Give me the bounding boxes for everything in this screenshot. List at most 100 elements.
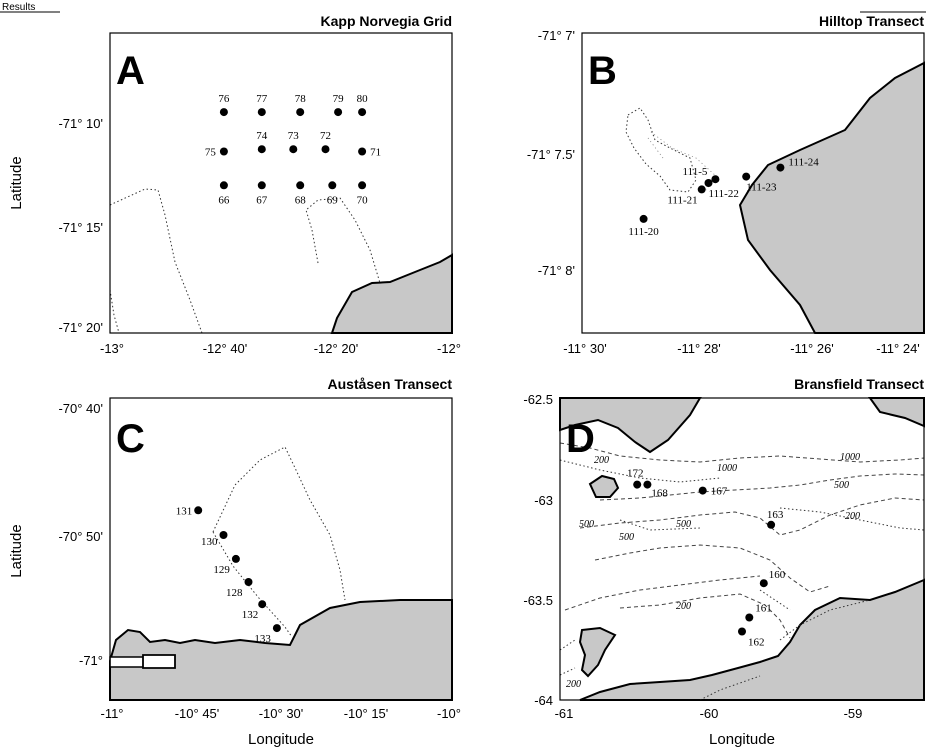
station-label-111-23: 111-23 <box>746 182 777 194</box>
station-marker-111-24 <box>776 163 785 172</box>
station-marker-129 <box>231 554 240 563</box>
station-marker-130 <box>219 531 228 539</box>
station-marker-70 <box>358 181 367 190</box>
panel-c-ytick: -71° <box>79 653 103 668</box>
panel-b-xtick: -11° 30' <box>563 341 607 356</box>
station-label-132: 132 <box>242 609 259 621</box>
panel-a-xtick: -13° <box>100 341 124 356</box>
station-label-75: 75 <box>205 147 217 159</box>
station-marker-161 <box>745 613 754 622</box>
station-label-111-20: 111-20 <box>628 226 659 238</box>
contour-label: 200 <box>676 601 691 612</box>
panel-a-frame <box>109 32 453 334</box>
panel-c-xtick: -11° <box>100 706 123 721</box>
station-label-76: 76 <box>218 93 230 105</box>
station-marker-80 <box>358 108 367 117</box>
panel-a-stations: 76 77 78 79 80 75 74 73 72 71 66 67 68 69 70 <box>205 93 381 206</box>
station-label-161: 161 <box>755 603 772 615</box>
station-label-111-24: 111-24 <box>788 157 819 169</box>
panel-d-ytick: -63.5 <box>523 593 553 608</box>
station-label-111-21: 111-21 <box>667 194 697 206</box>
contour-label: 200 <box>566 679 581 690</box>
station-label-67: 67 <box>256 194 268 206</box>
panel-a-xtick: -12° <box>437 341 461 356</box>
panel-d-xtick: -59 <box>844 706 863 721</box>
panel-d-letter: D <box>566 417 595 461</box>
station-label-167: 167 <box>711 486 728 498</box>
panel-a-shelf-contour-west <box>109 188 203 334</box>
panel-d-land-northwest <box>559 397 702 454</box>
station-marker-73 <box>289 145 298 154</box>
x-axis-label-right: Longitude <box>709 731 775 748</box>
station-marker-162 <box>738 627 746 636</box>
panel-a-xtick: -12° 20' <box>314 341 359 356</box>
panel-c-xtick: -10° 45' <box>175 706 220 721</box>
contour-label: 500 <box>834 480 849 491</box>
station-label-79: 79 <box>333 93 345 105</box>
station-marker-167 <box>698 486 707 495</box>
contour-label: 1000 <box>840 452 860 463</box>
panel-d-frame <box>559 397 925 701</box>
station-marker-128 <box>244 578 253 586</box>
station-label-69: 69 <box>327 194 339 206</box>
station-label-133: 133 <box>254 633 271 645</box>
panel-d-stations: 172 168 167 163 160 161 162 <box>627 468 786 649</box>
panel-d-isobath <box>579 497 925 536</box>
panel-a-xtick: -12° 40' <box>203 341 248 356</box>
station-marker-168 <box>643 480 652 489</box>
station-marker-172 <box>633 480 642 489</box>
station-label-163: 163 <box>767 509 784 521</box>
station-marker-132 <box>258 600 267 609</box>
panel-a-ytick: -71° 20' <box>58 320 103 335</box>
y-axis-label-top: Latitude <box>8 156 25 209</box>
station-marker-131 <box>194 506 203 515</box>
panel-d-isobath <box>619 593 791 639</box>
station-label-66: 66 <box>218 194 230 206</box>
panel-b-hilltop-contour <box>625 107 697 193</box>
station-label-131: 131 <box>176 505 193 517</box>
station-marker-72 <box>321 145 330 154</box>
panel-b-xtick: -11° 28' <box>677 341 721 356</box>
station-marker-67 <box>257 181 266 190</box>
panel-c-ice-shelf-block <box>142 654 176 669</box>
panel-c-xtick: -10° 30' <box>259 706 304 721</box>
station-marker-133 <box>272 624 281 633</box>
station-label-129: 129 <box>213 564 230 576</box>
panel-d-contour-labels: 200 1000 1000 500 500 500 200 500 200 20… <box>566 452 860 690</box>
station-label-71: 71 <box>370 147 381 159</box>
panel-a-ytick: -71° 15' <box>58 220 103 235</box>
panel-c-stations: 131 130 129 128 132 133 <box>176 505 281 645</box>
station-label-162: 162 <box>748 637 765 649</box>
station-marker-111-5 <box>711 175 720 184</box>
panel-d-land-northeast <box>868 397 925 428</box>
panel-c-ice-shelf-inlet <box>109 656 146 668</box>
panel-d-island-southwest <box>578 626 617 678</box>
station-marker-160 <box>759 579 768 588</box>
panel-d-isobath <box>599 473 925 501</box>
panel-c-coast-land <box>109 599 453 701</box>
panel-b-hilltop: Hilltop Transect B 111-5111-21111-22111-… <box>527 13 925 356</box>
panel-c-ytick: -70° 50' <box>58 529 103 544</box>
panel-c-frame <box>109 397 453 701</box>
panel-b-xtick: -11° 24' <box>876 341 920 356</box>
station-label-168: 168 <box>651 488 668 500</box>
panel-d-ytick: -62.5 <box>523 392 553 407</box>
station-marker-78 <box>296 108 305 117</box>
station-marker-74 <box>257 145 266 154</box>
station-marker-76 <box>219 108 228 117</box>
page-header-fragment: Results <box>2 2 35 13</box>
station-label-111-22: 111-22 <box>709 188 739 200</box>
station-label-111-5: 111-5 <box>683 166 708 178</box>
contour-label: 500 <box>676 519 691 530</box>
panel-c-title: Auståsen Transect <box>328 376 453 392</box>
panel-d-bransfield: Bransfield Transect 200 1000 1000 500 50… <box>523 376 925 748</box>
station-marker-68 <box>296 181 305 190</box>
panel-d-ytick: -64 <box>534 693 553 708</box>
station-label-78: 78 <box>295 93 307 105</box>
station-label-130: 130 <box>201 536 218 548</box>
panel-d-title: Bransfield Transect <box>794 376 924 392</box>
station-marker-111-23 <box>742 172 751 181</box>
station-label-73: 73 <box>288 130 300 142</box>
station-label-80: 80 <box>357 93 369 105</box>
